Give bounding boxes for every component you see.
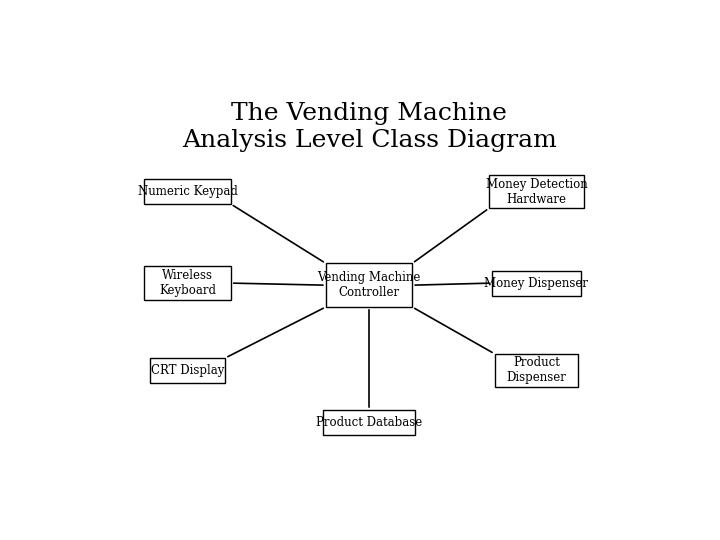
Text: The Vending Machine
Analysis Level Class Diagram: The Vending Machine Analysis Level Class… — [181, 102, 557, 152]
Text: Money Detection
Hardware: Money Detection Hardware — [485, 178, 588, 206]
FancyBboxPatch shape — [492, 271, 581, 295]
Text: Product Database: Product Database — [316, 416, 422, 429]
FancyBboxPatch shape — [323, 410, 415, 435]
Text: Money Dispenser: Money Dispenser — [485, 276, 588, 289]
Text: Numeric Keypad: Numeric Keypad — [138, 185, 238, 198]
Text: CRT Display: CRT Display — [151, 364, 225, 377]
FancyBboxPatch shape — [145, 179, 231, 204]
Text: Product
Dispenser: Product Dispenser — [506, 356, 567, 384]
Text: Wireless
Keyboard: Wireless Keyboard — [159, 269, 216, 297]
FancyBboxPatch shape — [145, 266, 231, 300]
FancyBboxPatch shape — [495, 354, 578, 387]
FancyBboxPatch shape — [150, 358, 225, 383]
FancyBboxPatch shape — [325, 264, 413, 307]
Text: Vending Machine
Controller: Vending Machine Controller — [318, 271, 420, 299]
FancyBboxPatch shape — [489, 175, 584, 208]
